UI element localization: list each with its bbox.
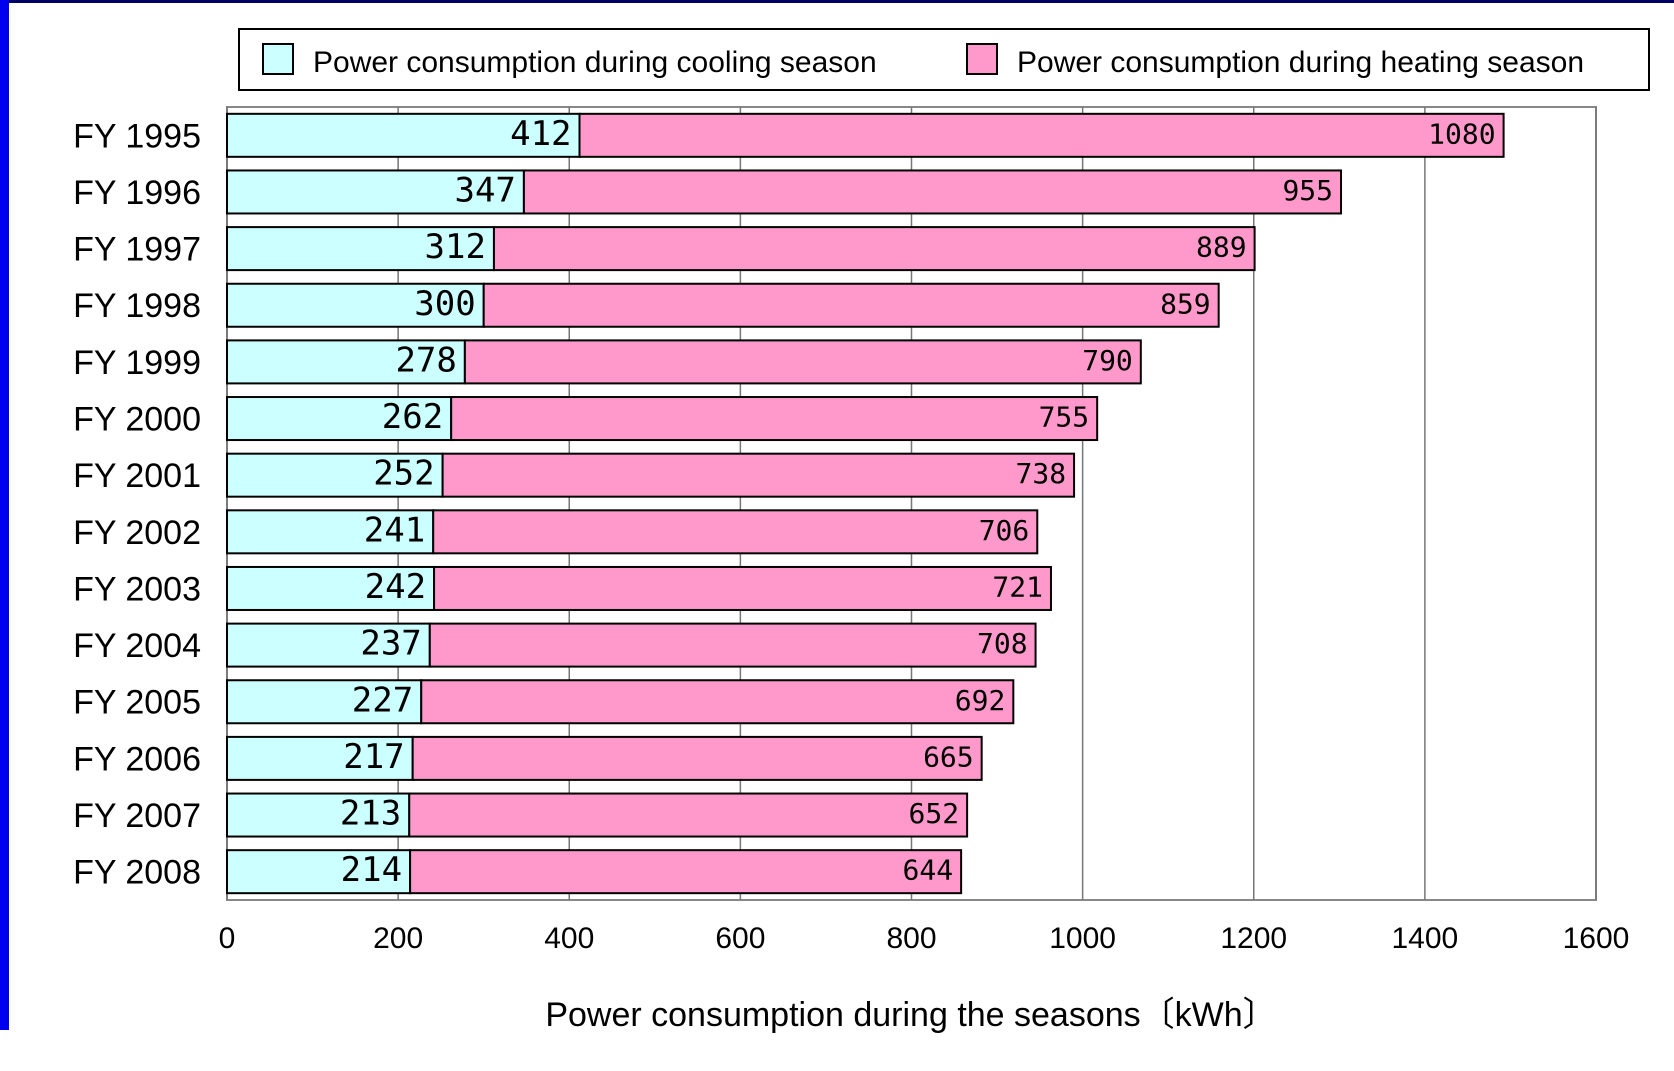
bar-segment xyxy=(226,339,466,385)
data-label: 214 xyxy=(341,850,402,890)
data-label: 706 xyxy=(979,514,1030,547)
legend-box xyxy=(238,28,1650,91)
data-label: 1080 xyxy=(1428,117,1495,150)
data-label: 262 xyxy=(382,397,443,437)
y-tick-label: FY 2001 xyxy=(73,457,201,495)
bar-segment xyxy=(411,735,983,781)
y-tick-label: FY 2008 xyxy=(73,854,201,892)
data-label: 217 xyxy=(343,737,404,777)
y-tick-label: FY 1998 xyxy=(73,287,201,325)
bar-segment xyxy=(463,339,1142,385)
data-label: 652 xyxy=(909,797,960,830)
data-label: 955 xyxy=(1282,174,1333,207)
data-label: 644 xyxy=(903,854,954,887)
x-tick-label: 600 xyxy=(715,922,765,955)
data-label: 790 xyxy=(1082,344,1133,377)
bar-segment xyxy=(441,452,1076,498)
data-label: 312 xyxy=(425,227,486,267)
y-tick-label: FY 2007 xyxy=(73,797,201,835)
bar-segment xyxy=(226,226,495,272)
x-tick-label: 400 xyxy=(544,922,594,955)
data-label: 889 xyxy=(1196,231,1247,264)
slide-border-top xyxy=(0,0,1674,3)
y-tick-label: FY 1996 xyxy=(73,174,201,212)
x-tick-label: 0 xyxy=(219,922,236,955)
x-axis-title: Power consumption during the seasons〔kWh… xyxy=(545,996,1276,1034)
slide-border-left xyxy=(0,0,9,1030)
data-label: 859 xyxy=(1160,287,1211,320)
x-tick-label: 1200 xyxy=(1220,922,1287,955)
bar-segment xyxy=(578,112,1505,158)
bar-segment xyxy=(226,112,581,158)
x-tick-label: 200 xyxy=(373,922,423,955)
bar-segment xyxy=(226,452,444,498)
bar-segment xyxy=(226,849,412,895)
bar-segment xyxy=(428,622,1037,668)
y-tick-label: FY 1995 xyxy=(73,117,201,155)
bar-segment xyxy=(420,679,1015,725)
data-label: 252 xyxy=(373,454,434,494)
data-label: 242 xyxy=(365,567,426,607)
bar-segment xyxy=(433,565,1052,611)
bar-segment xyxy=(226,565,436,611)
x-tick-label: 800 xyxy=(886,922,936,955)
bar-segment xyxy=(226,509,435,555)
bar-segment xyxy=(226,679,423,725)
data-label: 721 xyxy=(992,570,1043,603)
y-tick-label: FY 2000 xyxy=(73,401,201,439)
bar-segment xyxy=(450,396,1099,442)
bar-segment xyxy=(522,169,1343,215)
y-tick-label: FY 2004 xyxy=(73,627,201,665)
x-tick-label: 1400 xyxy=(1392,922,1459,955)
bar-segment xyxy=(482,282,1220,328)
y-tick-label: FY 2003 xyxy=(73,570,201,608)
data-label: 347 xyxy=(454,170,515,210)
data-label: 300 xyxy=(414,284,475,324)
legend-swatch xyxy=(966,43,998,75)
y-tick-label: FY 2005 xyxy=(73,684,201,722)
bar-segment xyxy=(226,169,525,215)
data-label: 237 xyxy=(360,624,421,664)
x-tick-label: 1600 xyxy=(1563,922,1630,955)
y-tick-label: FY 1999 xyxy=(73,344,201,382)
data-label: 278 xyxy=(395,340,456,380)
legend-swatch xyxy=(262,43,294,75)
bar-segment xyxy=(432,509,1039,555)
data-label: 708 xyxy=(977,627,1028,660)
bar-segment xyxy=(409,849,963,895)
data-label: 227 xyxy=(352,680,413,720)
data-label: 241 xyxy=(364,510,425,550)
y-tick-label: FY 2006 xyxy=(73,740,201,778)
bar-segment xyxy=(226,282,485,328)
data-label: 692 xyxy=(955,684,1006,717)
x-tick-label: 1000 xyxy=(1049,922,1116,955)
bar-segment xyxy=(226,792,411,838)
bar-segment xyxy=(492,226,1256,272)
data-label: 412 xyxy=(510,114,571,154)
y-tick-label: FY 2002 xyxy=(73,514,201,552)
y-tick-label: FY 1997 xyxy=(73,231,201,269)
legend-label: Power consumption during heating season xyxy=(1017,46,1584,79)
data-label: 213 xyxy=(340,794,401,834)
data-label: 755 xyxy=(1039,401,1090,434)
data-label: 665 xyxy=(923,740,974,773)
data-label: 738 xyxy=(1015,457,1066,490)
bar-segment xyxy=(408,792,969,838)
legend-label: Power consumption during cooling season xyxy=(313,46,877,79)
